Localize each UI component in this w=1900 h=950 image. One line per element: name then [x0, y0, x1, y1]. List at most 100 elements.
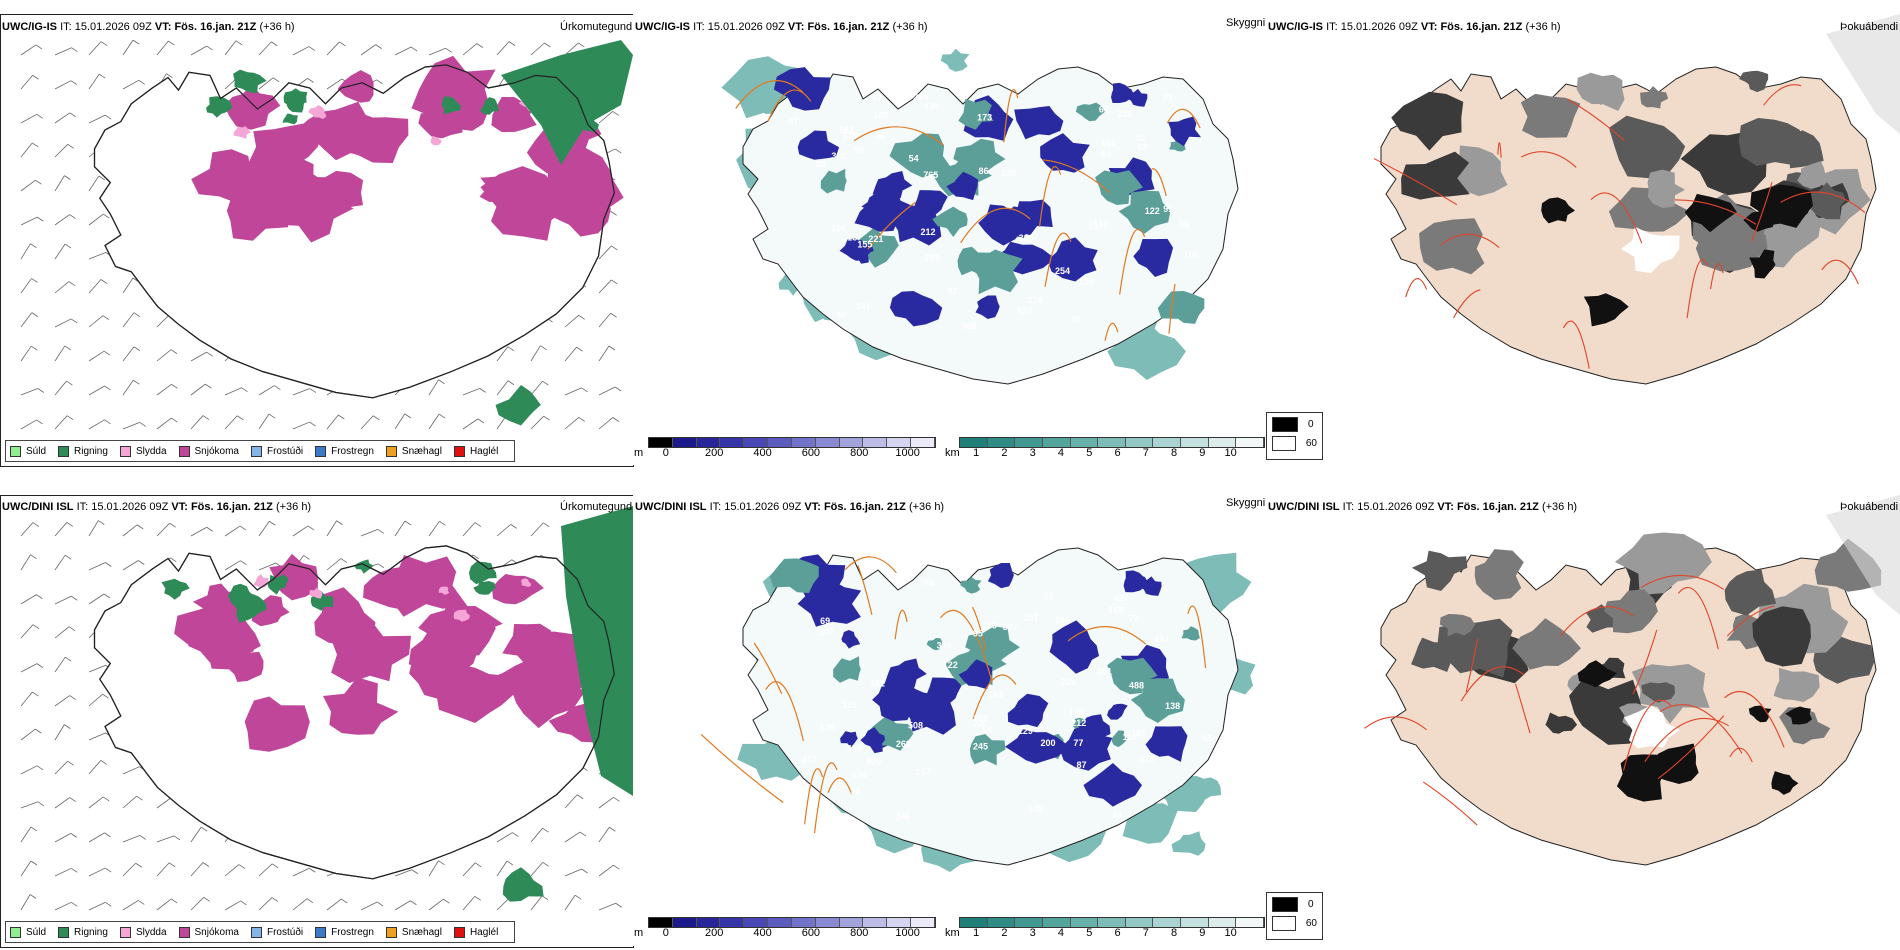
wind-barb [20, 44, 43, 56]
legend-item: Haglél [453, 445, 499, 457]
wind-barb [20, 894, 37, 911]
ceiling-area [820, 168, 847, 194]
rain-area [286, 97, 305, 113]
wind-barb [54, 243, 72, 260]
ceiling-value-label: 378 [1027, 296, 1042, 306]
wind-barb [292, 421, 316, 430]
wind-barb [54, 80, 78, 90]
fog-area [1437, 618, 1513, 678]
sleet-area [438, 586, 450, 595]
fog-area [1520, 93, 1581, 138]
colorbar-tick: 600 [801, 447, 821, 459]
wind-barb [326, 414, 345, 430]
fog-legend-row: 0 [1272, 897, 1317, 912]
legend-label: Frostúði [266, 926, 304, 938]
fog-area [1695, 219, 1768, 272]
ceiling-value-label: 245 [973, 742, 988, 752]
fog-area [1647, 169, 1686, 209]
wind-barb [20, 801, 45, 809]
wind-barb [258, 863, 279, 877]
precip-panel-top: Súld Rigning Slydda Snjókoma Frostúði Frostre… [0, 14, 634, 467]
wind-barb [88, 419, 111, 430]
ceiling-value-label: 69 [1179, 219, 1189, 229]
wind-barb [598, 417, 620, 430]
colorbar-tick: 9 [1199, 927, 1206, 939]
ceiling-area [1107, 657, 1158, 695]
fog-area [1641, 682, 1676, 703]
ceiling-area [906, 690, 956, 735]
wind-barb [156, 383, 178, 396]
wind-barb [20, 765, 44, 775]
legend-item: Frostúði [250, 445, 303, 457]
snow-area [409, 653, 469, 700]
fog-area [1439, 614, 1476, 637]
snow-area [337, 70, 374, 103]
snow-area [271, 172, 354, 243]
wind-barb [20, 345, 38, 362]
fog-area [1773, 667, 1820, 702]
ceiling-area [797, 130, 840, 160]
wind-barb [224, 864, 246, 877]
wind-barb [88, 114, 112, 124]
colorbar-tick: 1000 [895, 447, 920, 459]
legend-label: Haglél [469, 445, 499, 457]
ceiling-area [1111, 82, 1131, 103]
legend-item: Frostúði [250, 926, 304, 938]
ceiling-area [1111, 730, 1128, 748]
ceiling-value-label: 74 [924, 579, 934, 589]
ceiling-value-label: 13 [847, 233, 857, 243]
fog-legend-row: 60 [1272, 916, 1317, 931]
ceiling-area [1007, 693, 1049, 728]
wind-barb [360, 901, 384, 911]
wind-barb [428, 379, 445, 396]
sleet-area [453, 609, 470, 622]
legend-label: Rigning [74, 445, 108, 457]
legend-label: Frostregn [331, 926, 374, 938]
header-top-fog: UWC/IG-IS IT: 15.01.2026 09Z VT: Fös. 16… [1268, 21, 1561, 33]
ceiling-value-label: 212 [1071, 718, 1086, 728]
colorbar-tick: 7 [1142, 447, 1149, 459]
wind-barb [54, 901, 78, 911]
ceiling-value-label: 323 [1019, 233, 1034, 243]
legend-label: Snæhagl [401, 926, 442, 938]
wind-barb [496, 832, 519, 843]
ceiling-area [889, 291, 943, 327]
fog-area [1640, 86, 1669, 109]
legend-swatch [250, 926, 262, 938]
wind-barb [496, 346, 515, 362]
snow-area [523, 631, 586, 687]
ceiling-area [1181, 626, 1200, 641]
wind-barb [54, 47, 78, 56]
ceiling-area [1059, 724, 1113, 771]
wind-barb [20, 691, 39, 707]
rain-area [501, 40, 633, 165]
rain-area [495, 385, 541, 426]
fog-legend-swatch [1272, 897, 1298, 912]
rain-area [354, 559, 374, 574]
legend-item: Snæhagl [385, 926, 442, 938]
wind-barb [122, 862, 142, 877]
snow-area [244, 696, 310, 752]
legend-item: Snæhagl [385, 445, 442, 457]
ceiling-area [893, 202, 942, 246]
ceiling-value-label: 107 [819, 627, 834, 637]
colorbar-tick: 0 [662, 927, 669, 939]
fog-area [1614, 532, 1712, 596]
ceiling-value-label: 01 [1163, 92, 1173, 102]
wind-barb [462, 522, 482, 537]
ceiling-area [1005, 729, 1070, 764]
ceiling-area [872, 171, 913, 202]
wind-barb [20, 388, 45, 396]
rain-area [561, 506, 633, 796]
ceiling-area [773, 67, 831, 111]
wind-barb [496, 380, 515, 396]
wind-barb [122, 346, 141, 362]
fog-legend-swatch [1272, 417, 1298, 432]
wind-barb [258, 77, 280, 90]
snow-area [263, 158, 314, 191]
wind-barb [54, 415, 74, 430]
wind-barb [564, 831, 587, 843]
wind-barb [88, 693, 109, 707]
wind-barb [54, 833, 78, 843]
fog-area [1771, 771, 1799, 795]
